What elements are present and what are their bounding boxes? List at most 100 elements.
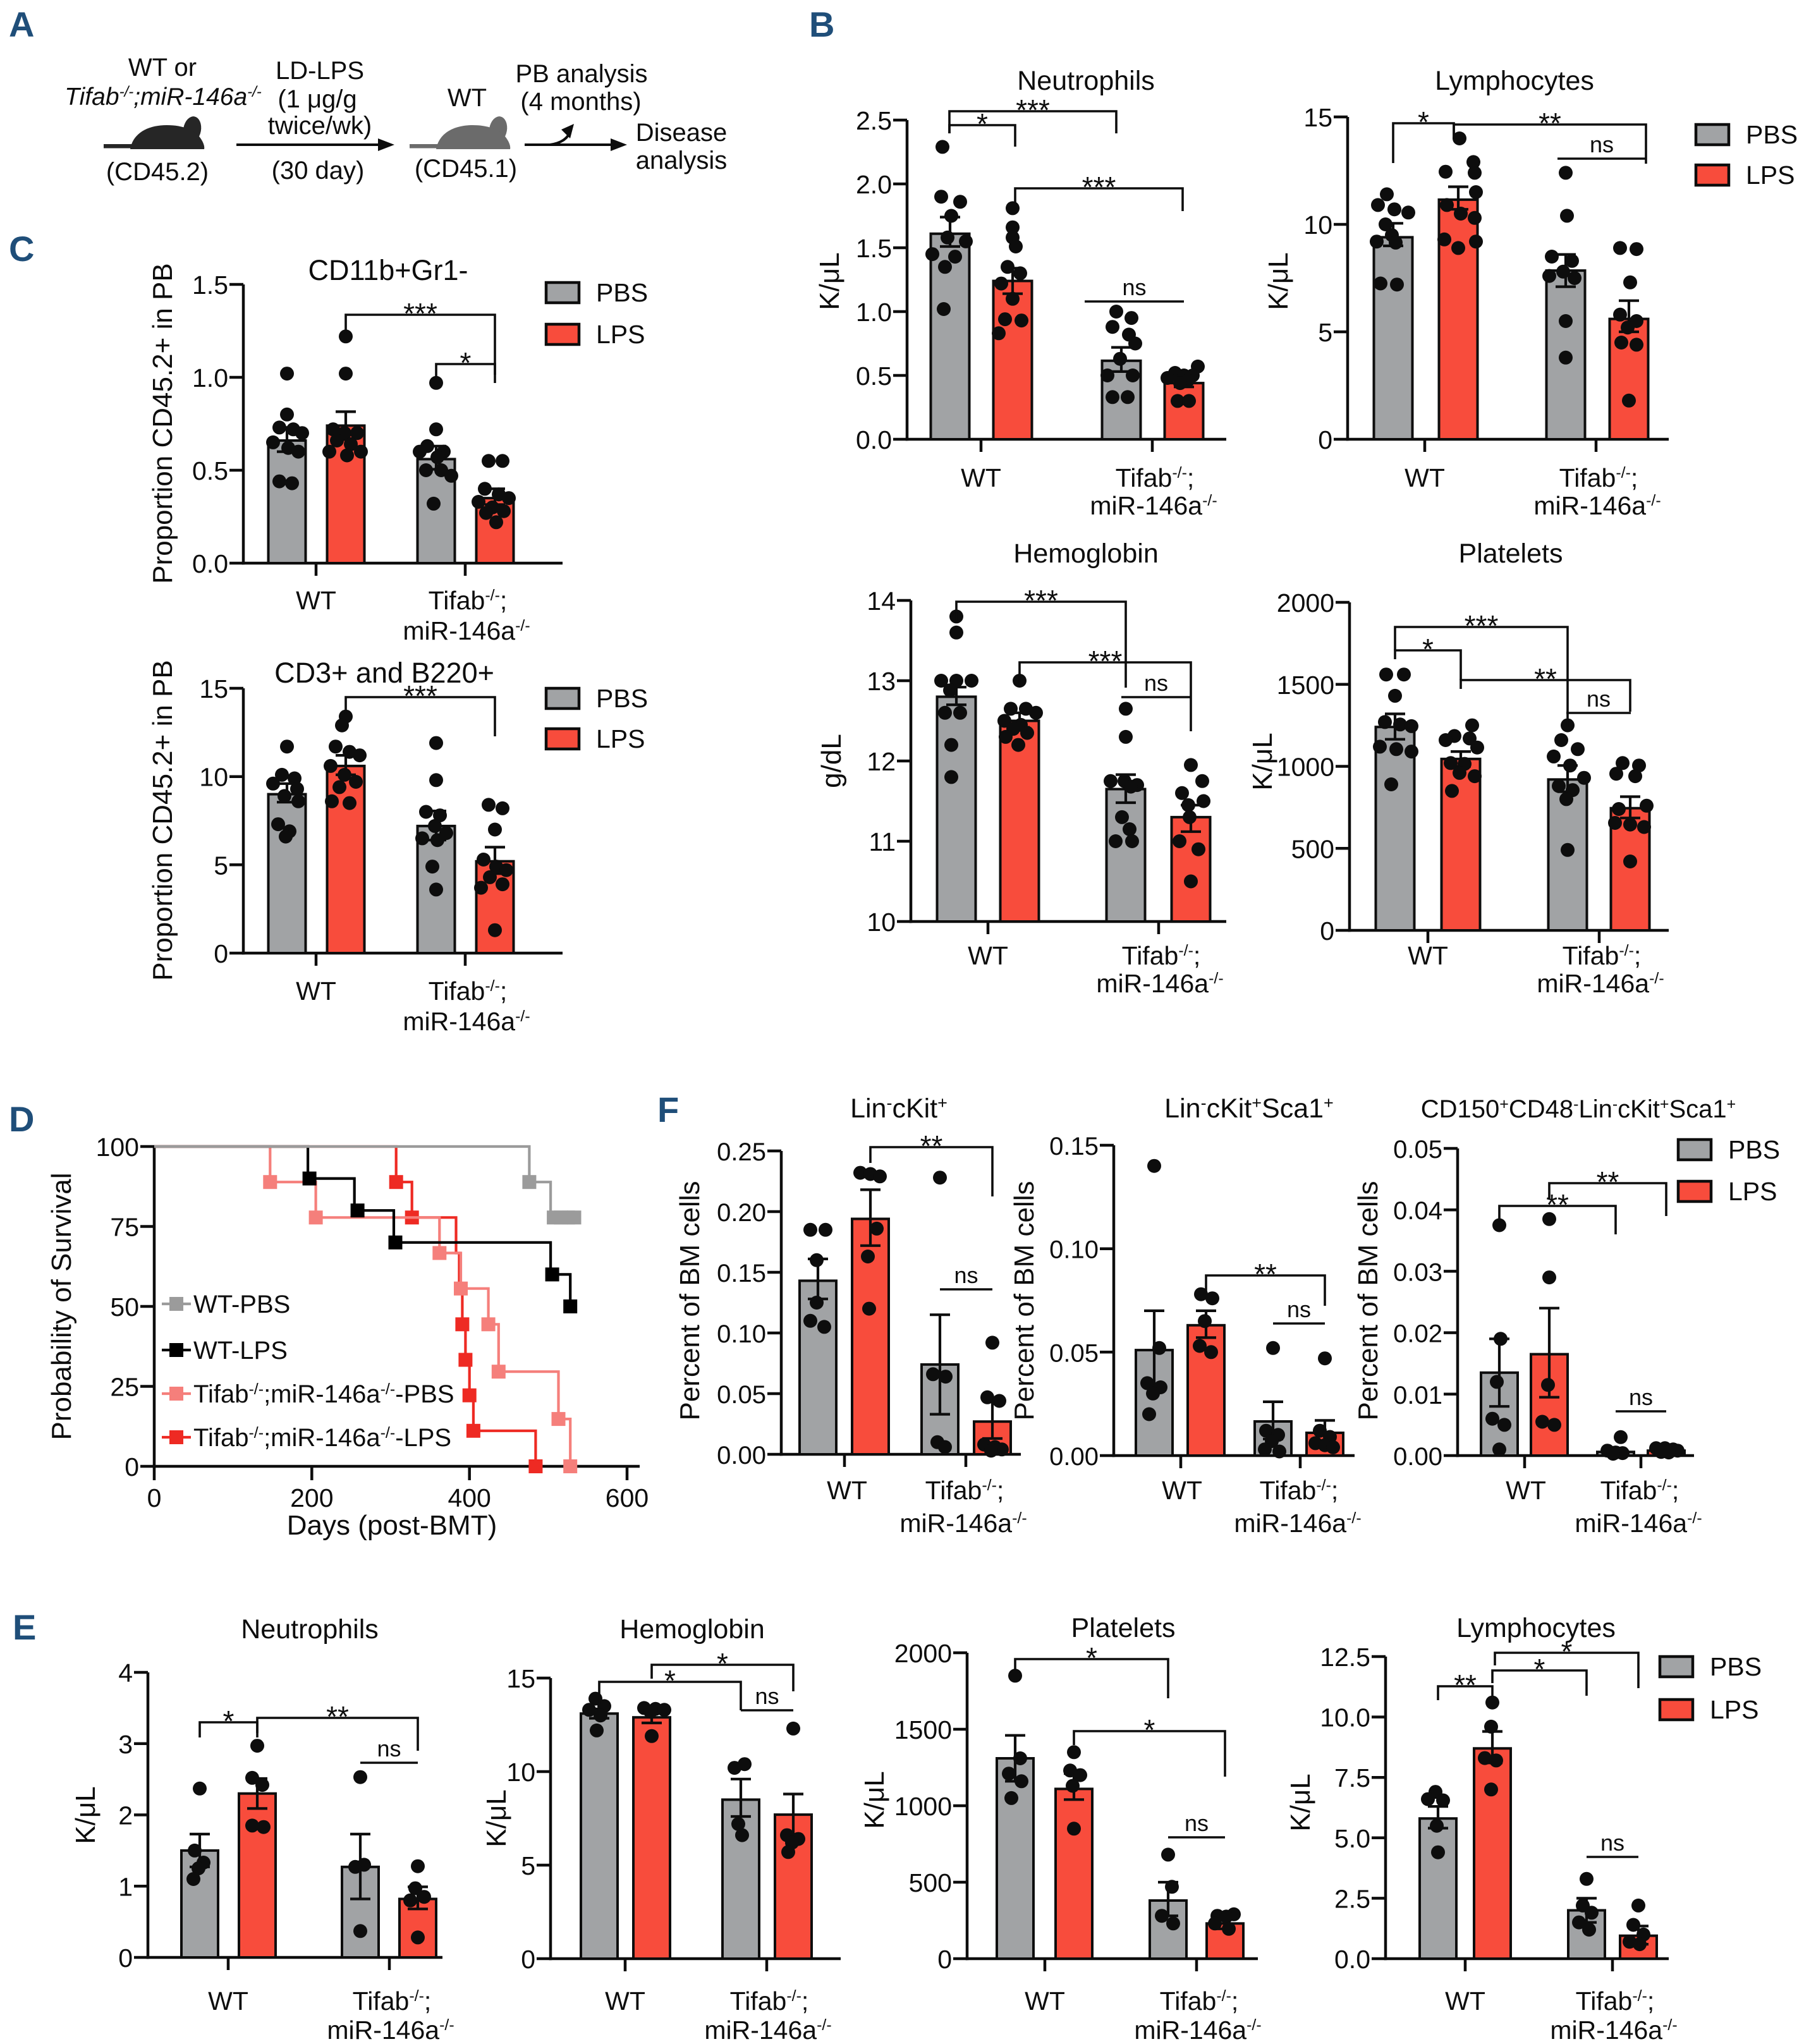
svg-text:1000: 1000 [894,1792,952,1821]
svg-text:D: D [9,1099,34,1139]
svg-text:B: B [809,4,834,44]
svg-text:0: 0 [1318,425,1332,454]
svg-text:WT-PBS: WT-PBS [193,1291,290,1318]
svg-text:ns: ns [755,1683,779,1709]
svg-text:LPS: LPS [596,724,645,753]
svg-text:ns: ns [1590,131,1614,157]
svg-text:Tifab-/-;miR-146a-/--LPS: Tifab-/-;miR-146a-/--LPS [193,1424,451,1452]
svg-text:2000: 2000 [894,1639,952,1668]
svg-text:ns: ns [1144,670,1168,696]
svg-text:100: 100 [96,1133,139,1162]
svg-text:Tifab-/-;: Tifab-/-; [925,1476,1004,1505]
svg-text:CD150+CD48-Lin-cKit+Sca1+: CD150+CD48-Lin-cKit+Sca1+ [1421,1095,1736,1123]
svg-text:25: 25 [110,1373,139,1402]
svg-text:(CD45.1): (CD45.1) [415,155,517,183]
svg-text:(4 months): (4 months) [520,88,641,116]
svg-text:200: 200 [290,1483,333,1512]
svg-text:WT: WT [1506,1476,1546,1505]
svg-text:10: 10 [506,1758,535,1787]
svg-text:LPS: LPS [1728,1177,1777,1206]
svg-text:15: 15 [1303,103,1332,132]
svg-text:*: * [223,1705,235,1737]
svg-text:PBS: PBS [1710,1652,1762,1681]
svg-text:Tifab-/-;: Tifab-/-; [1600,1476,1679,1505]
svg-text:1500: 1500 [894,1715,952,1744]
svg-text:0.00: 0.00 [1393,1443,1442,1471]
svg-text:ns: ns [1185,1810,1209,1836]
svg-text:WT: WT [208,1986,248,2016]
svg-text:K/μL: K/μL [1285,1773,1316,1831]
svg-text:ns: ns [377,1736,401,1761]
svg-text:WT: WT [1405,463,1445,492]
svg-text:1000: 1000 [1277,753,1334,782]
svg-text:LPS: LPS [1746,161,1795,190]
svg-text:K/μL: K/μL [1263,252,1294,310]
svg-text:*: * [664,1664,676,1697]
svg-text:Tifab-/-;: Tifab-/-; [1260,1476,1339,1505]
svg-text:LPS: LPS [1710,1695,1759,1724]
svg-text:0: 0 [125,1452,139,1481]
svg-text:0.0: 0.0 [192,549,228,578]
svg-text:(CD45.2): (CD45.2) [106,158,209,186]
svg-text:7.5: 7.5 [1334,1763,1370,1792]
svg-text:0.5: 0.5 [192,456,228,485]
svg-text:2: 2 [118,1801,133,1830]
svg-text:WT-LPS: WT-LPS [193,1337,288,1365]
svg-text:Platelets: Platelets [1459,538,1563,569]
svg-text:K/μL: K/μL [70,1786,101,1844]
svg-text:600: 600 [606,1483,649,1512]
svg-text:miR-146a-/-: miR-146a-/- [1550,2016,1677,2044]
svg-text:12: 12 [867,747,896,776]
svg-text:0.5: 0.5 [856,362,892,391]
svg-text:Tifab-/-;: Tifab-/-; [429,976,508,1006]
svg-text:Tifab-/-;: Tifab-/-; [429,586,508,615]
svg-text:miR-146a-/-: miR-146a-/- [1575,1509,1702,1538]
svg-text:ns: ns [1629,1384,1653,1410]
svg-text:50: 50 [110,1293,139,1322]
svg-text:CD11b+Gr1-: CD11b+Gr1- [308,254,468,286]
svg-text:Tifab-/-;miR-146a-/--PBS: Tifab-/-;miR-146a-/--PBS [193,1380,454,1408]
svg-text:miR-146a-/-: miR-146a-/- [1090,491,1217,520]
svg-text:4: 4 [118,1658,133,1688]
svg-text:LPS: LPS [596,320,645,349]
svg-text:*: * [1534,1653,1545,1686]
svg-text:0.03: 0.03 [1393,1258,1442,1286]
svg-text:15: 15 [506,1664,535,1693]
svg-text:ns: ns [1122,274,1146,300]
svg-text:***: *** [1465,609,1499,642]
svg-text:0.00: 0.00 [1049,1443,1099,1471]
svg-text:K/μL: K/μL [859,1771,890,1828]
svg-text:10: 10 [199,763,228,792]
svg-text:Lymphocytes: Lymphocytes [1456,1613,1616,1643]
svg-text:5: 5 [521,1851,535,1880]
svg-text:miR-146a-/-: miR-146a-/- [1134,2016,1261,2044]
svg-text:miR-146a-/-: miR-146a-/- [1096,969,1223,998]
svg-text:0.10: 0.10 [717,1320,766,1348]
svg-text:0.01: 0.01 [1393,1382,1442,1409]
svg-text:WT: WT [827,1476,867,1505]
svg-text:Probability of Survival: Probability of Survival [46,1172,77,1440]
svg-text:WT: WT [296,976,336,1006]
svg-text:WT or: WT or [128,54,197,82]
svg-text:500: 500 [909,1868,952,1897]
svg-text:5.0: 5.0 [1334,1824,1370,1853]
svg-text:*: * [1422,633,1434,666]
svg-text:Percent of BM cells: Percent of BM cells [1009,1181,1040,1420]
svg-text:0.0: 0.0 [1334,1945,1370,1974]
svg-text:0.0: 0.0 [856,425,892,454]
svg-text:12.5: 12.5 [1320,1643,1370,1672]
svg-text:0: 0 [1320,916,1334,946]
svg-text:Percent of BM cells: Percent of BM cells [1353,1181,1384,1420]
svg-text:***: *** [1016,94,1050,126]
svg-text:analysis: analysis [636,147,728,174]
svg-text:K/μL: K/μL [1247,733,1278,790]
svg-text:WT: WT [961,463,1001,492]
svg-text:***: *** [1088,645,1123,678]
svg-text:0.02: 0.02 [1393,1320,1442,1348]
svg-text:Tifab-/-;: Tifab-/-; [1160,1986,1239,2016]
svg-text:Lymphocytes: Lymphocytes [1435,66,1594,96]
svg-text:ns: ns [1587,686,1611,712]
svg-text:miR-146a-/-: miR-146a-/- [327,2016,454,2044]
svg-text:WT: WT [605,1986,645,2016]
svg-text:0: 0 [147,1483,162,1512]
